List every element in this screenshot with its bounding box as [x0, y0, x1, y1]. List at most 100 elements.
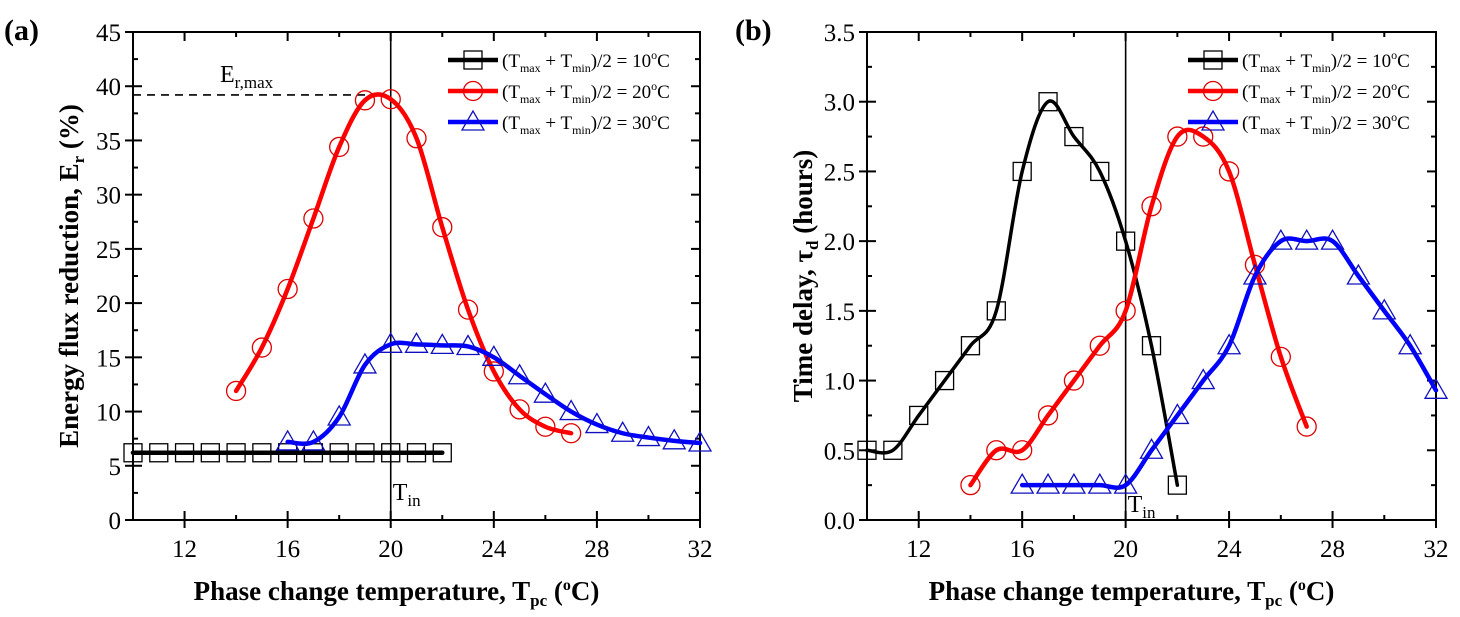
data-point: [1268, 228, 1293, 250]
data-point: [560, 423, 582, 444]
y-tick-label: 5: [109, 454, 122, 481]
series-triangle: [1010, 228, 1449, 494]
legend-sub-max: max: [1260, 61, 1281, 75]
data-point: [174, 443, 195, 463]
x-tick-label: 28: [584, 536, 609, 563]
reference-vline-label: Tin: [1128, 492, 1156, 522]
data-point: [1167, 126, 1188, 147]
data-point: [329, 136, 350, 158]
legend-sup: o: [1391, 79, 1397, 93]
legend-mid: + T: [1281, 113, 1313, 134]
legend-sub-min: min: [1312, 123, 1331, 137]
legend-open: (T: [502, 51, 520, 72]
data-point: [1010, 472, 1035, 494]
legend-marker: [460, 109, 486, 131]
y-axis-title-main: Energy flux reduction, E: [54, 163, 84, 448]
x-tick-label: 20: [1113, 536, 1138, 563]
x-axis-title-unit-open: (: [1282, 576, 1298, 606]
legend-sub-max: max: [520, 92, 541, 106]
data-point: [1090, 161, 1110, 182]
legend-label: (Tmax + Tmin)/2 = 20oC: [1242, 79, 1410, 106]
legend-label: (Tmax + Tmin)/2 = 20oC: [502, 79, 670, 106]
legend-marker: [1203, 50, 1223, 70]
data-point: [1216, 333, 1242, 355]
data-point: [1320, 228, 1345, 250]
legend-end: C: [1397, 51, 1410, 72]
x-tick-label: 16: [275, 536, 300, 563]
data-point: [406, 443, 427, 463]
legend-open: (T: [502, 82, 520, 103]
data-point: [1115, 300, 1136, 322]
x-axis-title: Phase change temperature, Tpc (oC): [194, 576, 600, 610]
data-point: [481, 345, 506, 366]
x-tick-label: 12: [906, 536, 931, 563]
vline-label-sub: in: [1142, 503, 1156, 522]
legend-sub-max: max: [1260, 123, 1281, 137]
data-point: [986, 301, 1006, 321]
legend-marker: [1202, 80, 1224, 102]
x-tick-label: 16: [1010, 536, 1035, 563]
data-point: [200, 443, 220, 463]
data-point: [483, 361, 504, 382]
legend-sub-max: max: [1260, 92, 1281, 106]
x-tick-label: 24: [481, 536, 507, 563]
data-point: [1035, 472, 1061, 494]
data-point: [1113, 472, 1138, 494]
data-point: [934, 370, 955, 391]
legend-marker: [1200, 109, 1226, 131]
y-tick-label: 1.0: [824, 369, 855, 396]
x-axis-title-sup: o: [1298, 577, 1306, 594]
legend-sub-min: min: [1312, 61, 1331, 75]
data-point: [225, 380, 247, 402]
vline-label-main: T: [393, 480, 408, 506]
legend-label: (Tmax + Tmin)/2 = 30oC: [502, 110, 670, 137]
legend-close: )/2 = 30: [1331, 113, 1391, 134]
data-point: [509, 399, 530, 420]
legend-end: C: [1397, 82, 1410, 103]
data-point: [857, 440, 877, 460]
x-axis-title: Phase change temperature, Tpc (oC): [929, 576, 1335, 610]
data-point: [1294, 228, 1319, 250]
legend-sup: o: [651, 79, 657, 93]
legend-label: (Tmax + Tmin)/2 = 10oC: [502, 48, 670, 75]
y-tick-label: 1.5: [824, 299, 855, 326]
panel-a: (a) 12 16 20 24 28 32 0 5 10 15 20 25 30 35 40 45 Phase c…: [4, 14, 713, 610]
legend-open: (T: [1242, 113, 1260, 134]
data-point: [1012, 161, 1032, 182]
y-axis-title: Energy flux reduction, Er (%): [54, 104, 88, 448]
data-point: [960, 336, 981, 356]
data-point: [687, 430, 713, 452]
legend-label: (Tmax + Tmin)/2 = 10oC: [1242, 48, 1410, 75]
legend-mid: + T: [1281, 82, 1313, 103]
legend-close: )/2 = 20: [591, 82, 651, 103]
data-point: [1167, 475, 1188, 495]
legend-end: C: [1397, 113, 1410, 134]
data-point: [1139, 437, 1164, 459]
series-line: [285, 340, 703, 446]
legend: (Tmax + Tmin)/2 = 10oC (Tmax + Tmin)/2 = …: [448, 48, 670, 137]
data-point: [381, 443, 401, 463]
y-axis-title-main: Time delay, τ: [788, 249, 818, 402]
panel-label: (a): [4, 14, 39, 47]
data-point: [327, 404, 352, 426]
data-point: [1061, 472, 1087, 494]
y-tick-label: 0.5: [824, 438, 855, 465]
legend-marker: [462, 80, 484, 102]
x-tick-label: 28: [1320, 536, 1345, 563]
data-point: [149, 443, 169, 463]
hline-label-sub: r,max: [235, 73, 274, 92]
series-square: [123, 443, 452, 463]
y-tick-label: 35: [96, 128, 121, 155]
data-point: [1087, 472, 1112, 494]
data-point: [1242, 263, 1268, 285]
legend-sup: o: [651, 110, 657, 124]
panel-label: (b): [735, 14, 772, 47]
series-square: [857, 92, 1188, 495]
data-point: [251, 337, 273, 358]
y-tick-label: 0: [109, 508, 122, 535]
x-axis-title-sub: pc: [530, 591, 547, 610]
reference-hline-label: Er,max: [220, 62, 274, 92]
legend-sub-max: max: [520, 61, 541, 75]
data-point: [1141, 196, 1162, 217]
data-point: [535, 416, 556, 437]
